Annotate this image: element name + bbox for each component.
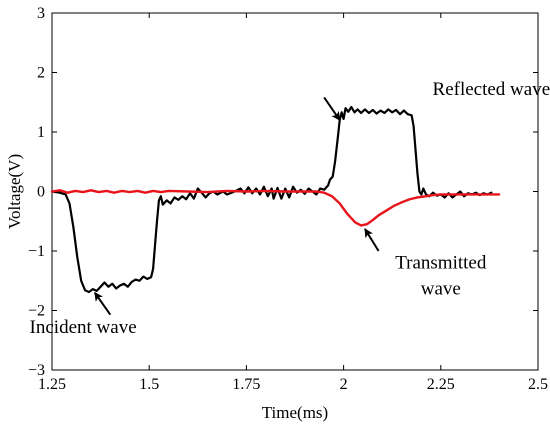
x-tick-label: 1.75 xyxy=(232,376,260,393)
x-tick-label: 1.5 xyxy=(139,376,159,393)
y-axis-ticks: −3 −2 −1 0 1 2 3 xyxy=(28,5,538,379)
y-axis-label: Voltage(V) xyxy=(5,154,24,229)
transmitted-wave-annotation: Transmitted wave xyxy=(364,228,487,299)
x-tick-label: 2.5 xyxy=(528,376,548,393)
annotation-text: Reflected wave xyxy=(433,79,550,100)
annotation-text: wave xyxy=(421,278,461,299)
y-tick-label: 3 xyxy=(37,5,45,22)
annotation-text: Transmitted xyxy=(395,252,487,273)
x-axis-label: Time(ms) xyxy=(262,403,328,422)
y-tick-label: 2 xyxy=(37,65,45,82)
y-tick-label: −3 xyxy=(28,362,45,379)
series-line-red xyxy=(50,189,501,227)
y-tick-label: 1 xyxy=(37,124,45,141)
annotation-text: Incident wave xyxy=(30,317,137,338)
x-tick-label: 1.25 xyxy=(38,376,66,393)
x-tick-label: 2.25 xyxy=(427,376,455,393)
series-layer xyxy=(50,105,501,294)
y-tick-label: 0 xyxy=(37,184,45,201)
series-line-black xyxy=(50,105,493,294)
reflected-wave-annotation: Reflected wave xyxy=(323,79,550,121)
annotation-layer: Reflected wave Incident wave Transmitted wa… xyxy=(30,79,550,338)
annotation-arrow xyxy=(323,96,341,121)
y-tick-label: −2 xyxy=(28,303,45,320)
x-axis-ticks: 1.25 1.5 1.75 2 2.25 2.5 xyxy=(38,13,548,393)
annotation-arrow xyxy=(364,228,380,252)
annotation-arrow xyxy=(93,291,112,316)
y-tick-label: −1 xyxy=(28,243,45,260)
x-tick-label: 2 xyxy=(340,376,348,393)
incident-wave-annotation: Incident wave xyxy=(30,291,137,338)
